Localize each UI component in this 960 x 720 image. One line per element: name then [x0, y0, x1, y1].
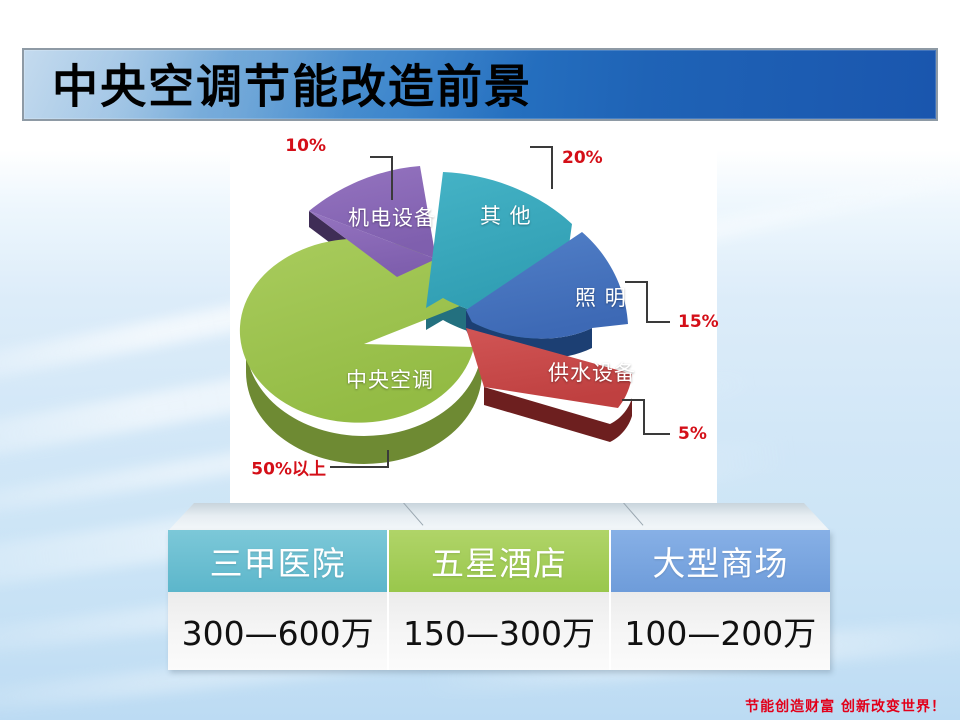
table-header-mall[interactable]: 大型商场 [610, 530, 830, 592]
table-header-hospital[interactable]: 三甲医院 [168, 530, 390, 592]
pie-label-lighting: 照 明 [575, 286, 627, 310]
page-title: 中央空调节能改造前景 [52, 59, 532, 114]
footer-slogan: 节能创造财富 创新改变世界！ [745, 699, 946, 715]
title-banner: 中央空调节能改造前景 [22, 48, 938, 121]
pie-pct-other: 20% [562, 148, 603, 168]
table-header-hotel[interactable]: 五星酒店 [389, 530, 611, 592]
pie-chart: 机电设备 其 他 照 明 供水设备 中央空调 10% 20% 15% 5% [230, 132, 730, 512]
pie-pct-central-ac: 50%以上 [251, 459, 326, 480]
pie-label-electromechanical: 机电设备 [348, 206, 436, 230]
table-value-row: 300—600万 150—300万 100—200万 [168, 592, 830, 670]
table-value-hospital[interactable]: 300—600万 [168, 592, 390, 670]
table-grid: 三甲医院 五星酒店 大型商场 300—600万 150—300万 100—200… [168, 530, 830, 670]
pie-slice-side-central-ac [246, 344, 482, 464]
pie-slice-side-water-supply [484, 387, 632, 442]
pie-pct-water-supply: 5% [678, 424, 707, 444]
pie-pct-electromechanical: 10% [285, 136, 326, 156]
pie-pct-lighting: 15% [678, 312, 719, 332]
pie-label-central-ac: 中央空调 [346, 368, 434, 392]
pie-label-other: 其 他 [480, 204, 532, 228]
table-value-mall[interactable]: 100—200万 [610, 592, 830, 670]
pie-slice-electromechanical-fan [309, 166, 436, 259]
table-header-row: 三甲医院 五星酒店 大型商场 [168, 530, 830, 592]
pie-slice-central-ac [239, 238, 474, 423]
comparison-table: 三甲医院 五星酒店 大型商场 300—600万 150—300万 100—200… [168, 503, 830, 675]
table-value-hotel[interactable]: 150—300万 [389, 592, 611, 670]
table-3d-top-face [168, 503, 830, 531]
pie-chart-svg [239, 166, 632, 464]
pie-slice-water-supply [466, 328, 632, 408]
pie-label-water-supply: 供水设备 [548, 361, 636, 385]
pie-slice-lighting [466, 232, 628, 339]
pie-slice-electromechanical [309, 211, 436, 277]
